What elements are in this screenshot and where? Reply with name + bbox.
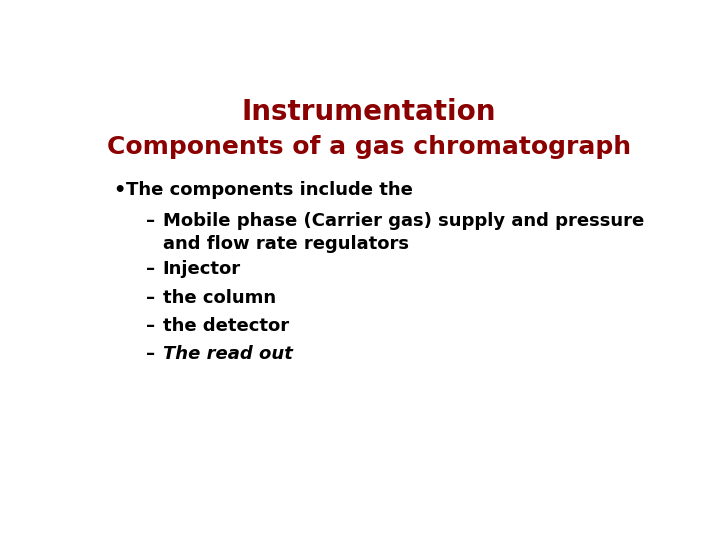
Text: the column: the column (163, 288, 276, 307)
Text: The components include the: The components include the (126, 181, 413, 199)
Text: and flow rate regulators: and flow rate regulators (163, 235, 408, 253)
Text: The read out: The read out (163, 345, 292, 363)
Text: –: – (145, 260, 155, 278)
Text: Components of a gas chromatograph: Components of a gas chromatograph (107, 136, 631, 159)
Text: –: – (145, 317, 155, 335)
Text: –: – (145, 212, 155, 231)
Text: Injector: Injector (163, 260, 240, 278)
Text: the detector: the detector (163, 317, 289, 335)
Text: Mobile phase (Carrier gas) supply and pressure: Mobile phase (Carrier gas) supply and pr… (163, 212, 644, 231)
Text: –: – (145, 288, 155, 307)
Text: –: – (145, 345, 155, 363)
Text: •: • (114, 181, 126, 200)
Text: Instrumentation: Instrumentation (242, 98, 496, 126)
